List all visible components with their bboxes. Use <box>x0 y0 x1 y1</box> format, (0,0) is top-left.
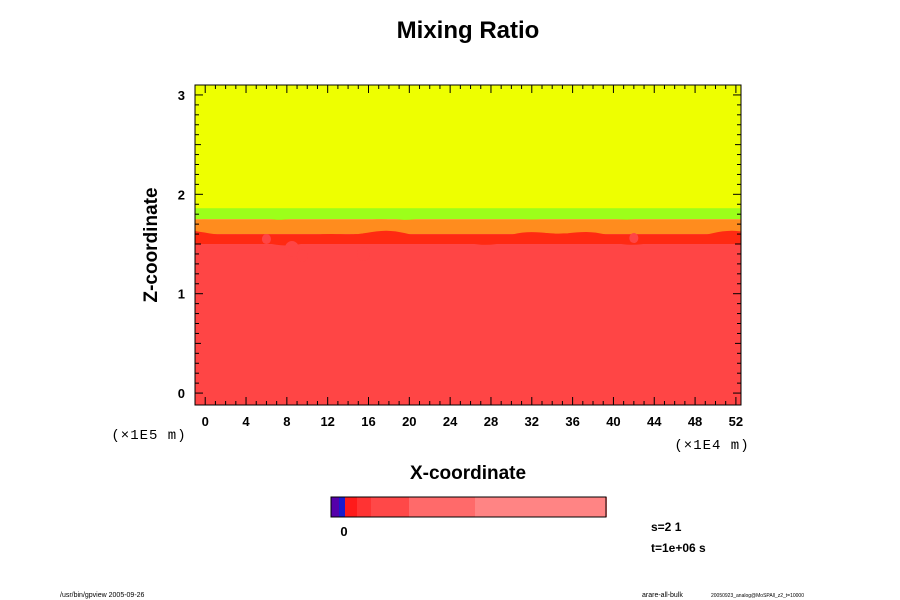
x-tick-label: 28 <box>484 414 498 429</box>
interface-eddy-4 <box>261 234 271 245</box>
x-tick-label: 52 <box>729 414 743 429</box>
colorbar-frame <box>330 496 607 518</box>
x-tick-label: 8 <box>283 414 290 429</box>
region-lower-layer <box>195 244 741 405</box>
s-label: s=2 1 <box>651 520 682 534</box>
orange-wave <box>194 219 742 233</box>
footer-left: /usr/bin/gpview 2005-09-26 <box>60 592 145 599</box>
y-tick-label: 3 <box>178 88 185 103</box>
red-wave <box>194 230 742 246</box>
colorbar-segment <box>331 497 339 517</box>
colorbar-zero-label: 0 <box>340 524 347 539</box>
y-tick-label: 0 <box>178 386 185 401</box>
colorbar-segment <box>339 497 345 517</box>
interface-eddy-3 <box>357 246 370 261</box>
footer-right-small: 20050923_analog@MoSPAll_z2_t=10000 <box>711 593 804 599</box>
x-tick-label: 44 <box>647 414 662 429</box>
x-tick-label: 36 <box>565 414 579 429</box>
time-label: t=1e+06 s <box>651 541 706 555</box>
y-axis-ticks: 0 1 2 3 <box>178 88 741 401</box>
y-axis-label: Z-coordinate <box>141 187 162 302</box>
plot-frame <box>194 84 742 406</box>
colorbar <box>330 496 607 518</box>
green-wave <box>194 210 742 220</box>
x-axis-label: X-coordinate <box>410 463 526 484</box>
footer-right-main: arare-all-bulk <box>642 592 683 599</box>
interface-eddy-2 <box>296 249 308 262</box>
x-scale-label: (×1E4 m) <box>674 438 749 454</box>
y-scale-label: (×1E5 m) <box>111 428 186 444</box>
colorbar-segment <box>345 497 357 517</box>
x-tick-label: 0 <box>202 414 209 429</box>
x-tick-label: 4 <box>242 414 250 429</box>
mixing-ratio-field <box>194 85 742 405</box>
chart-title: Mixing Ratio <box>397 17 540 44</box>
colorbar-segment <box>409 497 475 517</box>
x-tick-label: 16 <box>361 414 375 429</box>
colorbar-segment <box>357 497 371 517</box>
y-tick-label: 2 <box>178 187 185 202</box>
x-tick-label: 12 <box>320 414 334 429</box>
colorbar-segment <box>475 497 607 517</box>
x-tick-label: 32 <box>525 414 539 429</box>
x-axis-ticks: 0 4 8 12 16 20 24 28 32 36 40 44 48 52 <box>194 85 743 429</box>
colorbar-segment <box>371 497 409 517</box>
region-upper-layer <box>195 85 741 213</box>
x-tick-label: 48 <box>688 414 702 429</box>
x-tick-label: 40 <box>606 414 620 429</box>
x-tick-label: 20 <box>402 414 416 429</box>
interface-eddy-1 <box>284 240 300 257</box>
y-tick-label: 1 <box>178 287 185 302</box>
interface-eddy-5 <box>629 233 639 244</box>
x-tick-label: 24 <box>443 414 458 429</box>
